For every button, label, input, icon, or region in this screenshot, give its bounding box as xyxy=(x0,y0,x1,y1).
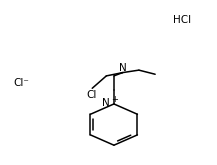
Text: Cl: Cl xyxy=(86,90,97,99)
Text: N: N xyxy=(102,98,110,108)
Text: Cl⁻: Cl⁻ xyxy=(14,78,30,87)
Text: N: N xyxy=(119,63,127,73)
Text: HCl: HCl xyxy=(173,15,191,25)
Text: +: + xyxy=(112,95,118,104)
